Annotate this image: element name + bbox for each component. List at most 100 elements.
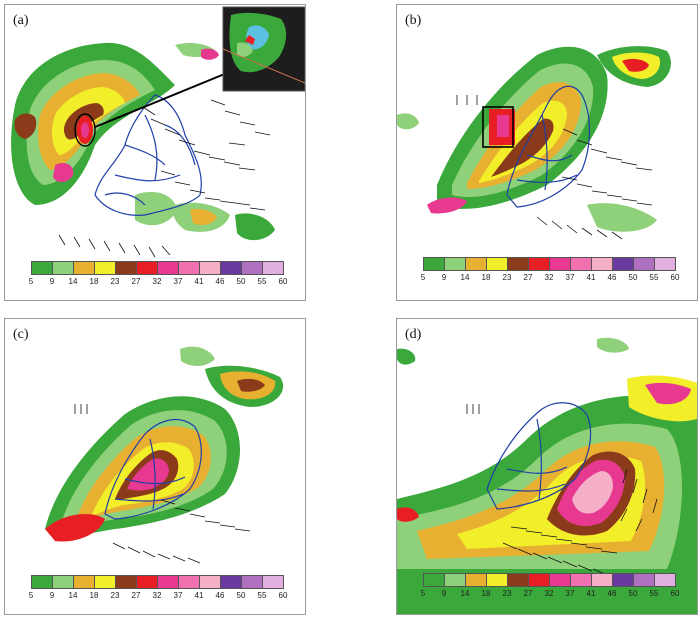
colorbar-tick-label: 50 (236, 591, 246, 600)
colorbar-swatch (199, 261, 221, 275)
selection-box (482, 106, 514, 148)
colorbar-tick-label: 9 (49, 277, 55, 286)
colorbar-tick-label: 27 (523, 589, 533, 598)
colorbar-tick-label: 46 (215, 277, 225, 286)
colorbar-swatch (549, 573, 571, 587)
colorbar-tick-label: 46 (215, 591, 225, 600)
colorbar-tick-label: 9 (441, 589, 447, 598)
colorbar-tick-label: 18 (89, 591, 99, 600)
colorbar-swatch (157, 575, 179, 589)
colorbar-tick-label: 37 (565, 273, 575, 282)
colorbar-swatch (199, 575, 221, 589)
colorbar-swatch (423, 257, 445, 271)
colorbar-tick-label: 55 (257, 591, 267, 600)
colorbar-swatch (423, 573, 445, 587)
colorbar-swatch (549, 257, 571, 271)
colorbar-tick-label: 18 (89, 277, 99, 286)
province-boundaries (486, 402, 592, 510)
colorbar-tick-label: 41 (586, 589, 596, 598)
colorbar-tick-label: 37 (565, 589, 575, 598)
colorbar-tick-label: 32 (152, 277, 162, 286)
colorbar-tick-label: 32 (544, 273, 554, 282)
colorbar-tick-label: 23 (502, 589, 512, 598)
colorbar-swatch (570, 257, 592, 271)
colorbar-swatch (73, 575, 95, 589)
panel-b: (b) 5 9 14 18 23 27 32 37 41 46 50 (396, 4, 698, 301)
colorbar-tick-label: 23 (110, 591, 120, 600)
colorbar-tick-label: 27 (131, 591, 141, 600)
colorbar-swatch (612, 573, 634, 587)
colorbar-swatch (612, 257, 634, 271)
colorbar-swatch (654, 573, 676, 587)
panel-c: (c) 5 9 14 18 23 27 32 37 41 46 50 55 60 (4, 318, 306, 615)
colorbar-tick-label: 60 (670, 589, 680, 598)
colorbar-swatch (591, 573, 613, 587)
colorbar-tick-label: 41 (194, 591, 204, 600)
panel-label: (c) (13, 327, 29, 342)
colorbar-tick-label: 14 (68, 591, 78, 600)
radar-map (397, 46, 671, 240)
colorbar-tick-label: 27 (523, 273, 533, 282)
colorbar-swatch (73, 261, 95, 275)
radar-map (397, 337, 697, 614)
colorbar-tick-label: 41 (194, 277, 204, 286)
colorbar-tick-label: 5 (420, 273, 426, 282)
colorbar-tick-label: 37 (173, 277, 183, 286)
colorbar-swatch (262, 261, 284, 275)
colorbar-swatch (633, 573, 655, 587)
colorbar-tick-label: 5 (28, 277, 34, 286)
colorbar-tick-label: 55 (649, 273, 659, 282)
colorbar-swatch (486, 573, 508, 587)
colorbar-swatch (241, 575, 263, 589)
colorbar-swatch (94, 575, 116, 589)
colorbar-swatch (178, 261, 200, 275)
colorbar-swatch (52, 261, 74, 275)
radar-map (45, 346, 284, 564)
colorbar-swatch (241, 261, 263, 275)
colorbar-tick-label: 27 (131, 277, 141, 286)
colorbar-tick-label: 18 (481, 589, 491, 598)
wind-arrows (456, 95, 653, 240)
colorbar-tick-label: 37 (173, 591, 183, 600)
colorbar-swatch (157, 261, 179, 275)
province-boundaries (506, 85, 591, 208)
wind-arrows (74, 404, 251, 564)
colorbar-tick-label: 50 (628, 589, 638, 598)
colorbar-tick-label: 23 (110, 277, 120, 286)
colorbar-tick-label: 18 (481, 273, 491, 282)
colorbar-tick-label: 32 (152, 591, 162, 600)
colorbar-tick-label: 60 (278, 277, 288, 286)
colorbar-swatch (178, 575, 200, 589)
colorbar-tick-label: 55 (257, 277, 267, 286)
colorbar-swatch (115, 575, 137, 589)
panel-a: (a) (4, 4, 306, 301)
panel-label: (d) (405, 327, 422, 342)
colorbar-swatch (465, 573, 487, 587)
colorbar-tick-label: 9 (49, 591, 55, 600)
colorbar-swatch (528, 573, 550, 587)
colorbar-swatch (136, 261, 158, 275)
colorbar-tick-label: 50 (236, 277, 246, 286)
colorbar-swatch (220, 261, 242, 275)
colorbar-swatch (465, 257, 487, 271)
radar-map (11, 6, 305, 258)
colorbar-tick-label: 9 (441, 273, 447, 282)
colorbar-swatch (654, 257, 676, 271)
colorbar-tick-label: 46 (607, 589, 617, 598)
colorbar-tick-label: 41 (586, 273, 596, 282)
reflectivity-field (45, 346, 284, 542)
colorbar-swatch (262, 575, 284, 589)
colorbar-swatch (486, 257, 508, 271)
reflectivity-field (11, 42, 275, 241)
colorbar-swatch (444, 573, 466, 587)
colorbar-swatch (444, 257, 466, 271)
panel-label: (b) (405, 13, 422, 28)
colorbar-swatch (220, 575, 242, 589)
wind-arrows (466, 404, 658, 576)
colorbar-swatch (570, 573, 592, 587)
province-boundaries (94, 94, 202, 216)
colorbar-swatch (591, 257, 613, 271)
panel-d: (d) 5 9 14 18 23 27 32 37 41 46 50 55 60 (396, 318, 698, 615)
wind-arrows (58, 99, 271, 258)
colorbar-swatch (507, 573, 529, 587)
